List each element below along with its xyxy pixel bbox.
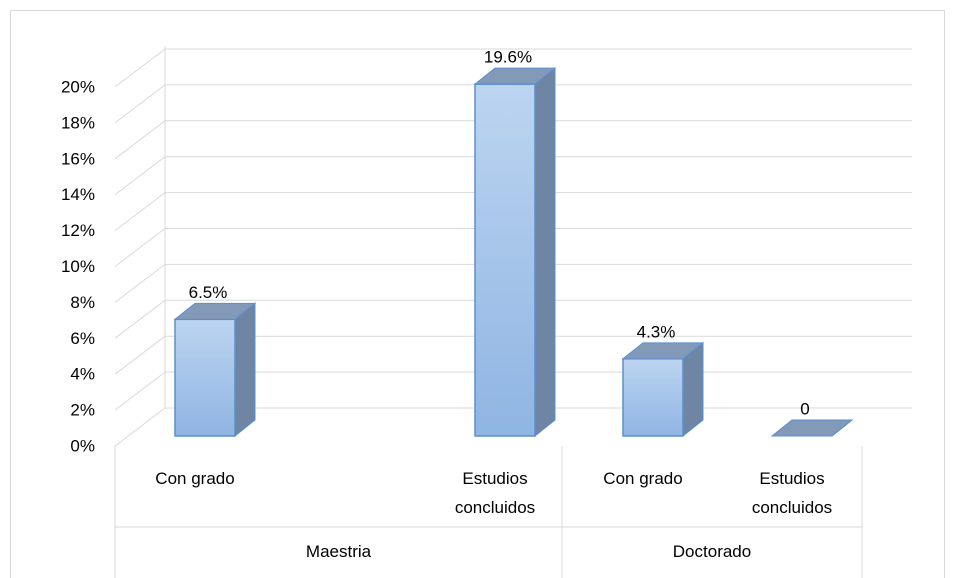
- grid-line: [114, 48, 166, 88]
- y-tick-label: 10%: [61, 257, 95, 276]
- grid-line: [114, 228, 166, 267]
- y-tick-label: 8%: [70, 293, 95, 312]
- value-label: 0: [800, 399, 809, 418]
- bar-top: [621, 342, 705, 360]
- grid-line: [114, 371, 166, 411]
- x-tick-label: Con grado: [603, 469, 683, 488]
- bar: [174, 318, 236, 437]
- bar-side: [534, 67, 556, 438]
- value-label: 19.6%: [484, 48, 532, 67]
- grid-line: [114, 264, 166, 303]
- grid-line: [114, 299, 166, 339]
- grid-line: [114, 335, 166, 375]
- group-label: Maestria: [305, 542, 372, 561]
- value-label: 6.5%: [189, 283, 228, 302]
- y-tick-label: 12%: [61, 221, 95, 240]
- value-label: 4.3%: [637, 322, 676, 341]
- x-tick-label: Con grado: [155, 469, 235, 488]
- y-tick-label: 2%: [70, 401, 95, 420]
- group-label: Doctorado: [672, 542, 752, 561]
- y-tick-label: 4%: [70, 365, 95, 384]
- bar-top: [770, 419, 854, 437]
- y-tick-label: 16%: [61, 149, 95, 168]
- y-tick-label: 14%: [61, 185, 95, 204]
- grid-line: [114, 120, 166, 160]
- y-tick-label: 20%: [61, 77, 95, 96]
- grid-line: [114, 192, 166, 231]
- frame: [10, 10, 945, 578]
- grid-line: [114, 84, 166, 124]
- grid-line: [114, 407, 166, 447]
- y-tick-label: 18%: [61, 113, 95, 132]
- y-tick-label: 6%: [70, 329, 95, 348]
- x-tick-label: Estudios concluidos: [751, 469, 833, 517]
- bar: [622, 358, 684, 437]
- bar-top: [473, 67, 557, 85]
- grid-line: [114, 156, 166, 196]
- y-tick-label: 0%: [70, 436, 95, 455]
- bar: [474, 83, 536, 437]
- bar-top: [173, 302, 257, 320]
- bar-side: [234, 302, 256, 438]
- x-tick-label: Estudios concluidos: [454, 469, 536, 517]
